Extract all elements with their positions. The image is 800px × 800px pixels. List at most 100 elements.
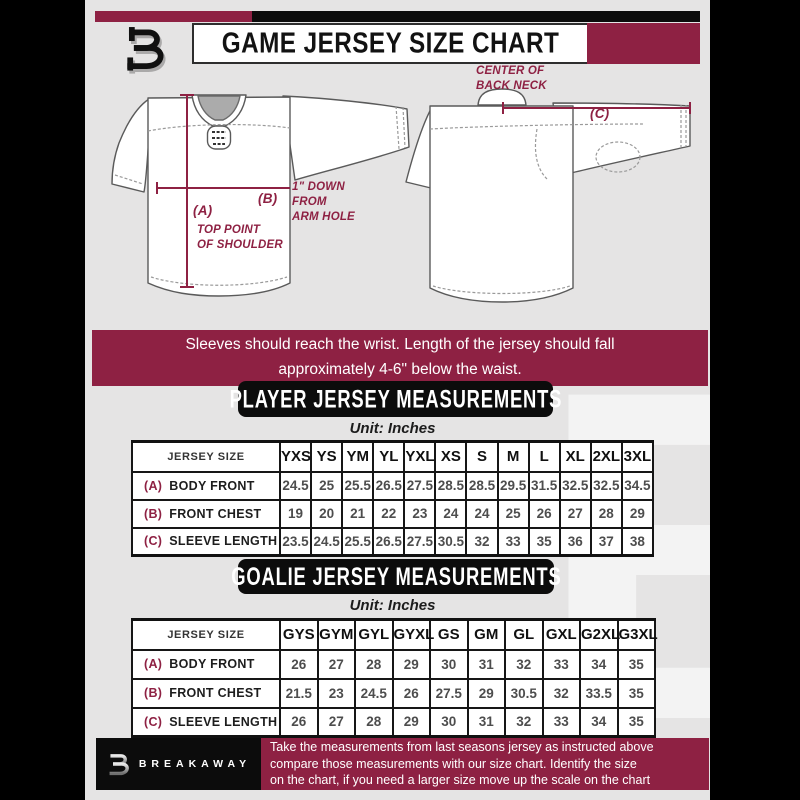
measure-name: BODY FRONT bbox=[169, 478, 255, 493]
fit-notice-text: Sleeves should reach the wrist. Length o… bbox=[185, 336, 615, 378]
measurement-value: 20 bbox=[310, 498, 344, 529]
measurement-value: 26 bbox=[279, 648, 319, 680]
measurement-value: 38 bbox=[620, 526, 655, 557]
measurement-value: 28.5 bbox=[434, 470, 468, 501]
size-column-header: GYM bbox=[316, 618, 356, 651]
player-section-title-text: PLAYER JERSEY MEASUREMENTS bbox=[229, 384, 562, 413]
measurement-row: (C) SLEEVE LENGTH 26 27 28 29 30 31 32 33 34 35 bbox=[131, 706, 656, 738]
measurement-value: 31 bbox=[466, 648, 506, 680]
measurement-value: 26 bbox=[527, 498, 561, 529]
measurement-value: 28 bbox=[354, 648, 394, 680]
measurement-value: 32.5 bbox=[589, 470, 623, 501]
table-body: (A) BODY FRONT 26 27 28 29 30 31 32 33 34 35 (B) FRON… bbox=[131, 648, 656, 738]
size-column-header: S bbox=[465, 440, 499, 473]
measurement-value: 27 bbox=[558, 498, 592, 529]
size-column-header: GM bbox=[466, 618, 506, 651]
measure-key: (B) bbox=[144, 686, 163, 700]
size-column-header: YXL bbox=[403, 440, 437, 473]
size-column-header: XS bbox=[434, 440, 468, 473]
jersey-back-view bbox=[405, 88, 691, 303]
back-seams bbox=[429, 105, 687, 295]
table-header: JERSEY SIZE GYS GYM GYL GYXL GS GM GL GXL G2XL G3X… bbox=[131, 618, 658, 651]
front-laces bbox=[212, 131, 226, 145]
size-column-header: GL bbox=[504, 618, 544, 651]
jersey-front-view bbox=[111, 94, 410, 297]
measurement-value: 34 bbox=[579, 706, 619, 738]
size-column-header: YL bbox=[372, 440, 406, 473]
header-strip-maroon bbox=[95, 11, 252, 22]
measurement-value: 26 bbox=[279, 706, 319, 738]
front-body bbox=[147, 96, 291, 297]
measurement-value: 30.5 bbox=[504, 677, 544, 709]
measurement-value: 25.5 bbox=[341, 526, 375, 557]
measurement-value: 21 bbox=[341, 498, 375, 529]
back-extended-sleeve bbox=[552, 102, 691, 176]
measure-name: FRONT CHEST bbox=[169, 686, 262, 700]
measurement-value: 25 bbox=[310, 470, 344, 501]
measurement-value: 21.5 bbox=[279, 677, 319, 709]
table-header-row: JERSEY SIZE YXS YS YM YL YXL XS S M L XL 2XL 3XL bbox=[131, 440, 655, 473]
label-c: (C) bbox=[590, 106, 610, 121]
footer-brand-name: BREAKAWAY bbox=[138, 758, 252, 770]
measurement-value: 32 bbox=[541, 677, 581, 709]
measurement-row: (B) FRONT CHEST 21.5 23 24.5 26 27.5 29 30.5 32 33… bbox=[131, 677, 656, 709]
table-header-row: JERSEY SIZE GYS GYM GYL GYXL GS GM GL GXL G2XL G3X… bbox=[131, 618, 658, 651]
measurement-value: 29.5 bbox=[496, 470, 530, 501]
note-down-from-armhole: 1" DOWN FROM ARM HOLE bbox=[292, 181, 355, 224]
measurement-value: 32 bbox=[504, 706, 544, 738]
footer-instructions: Take the measurements from last seasons … bbox=[261, 738, 709, 790]
measurement-row-label: (B) FRONT CHEST bbox=[131, 677, 281, 709]
footer-brand-box: BREAKAWAY bbox=[96, 738, 261, 790]
jersey-size-header: JERSEY SIZE bbox=[131, 440, 281, 473]
breakaway-footer-logo-icon bbox=[109, 752, 129, 776]
measurement-value: 23 bbox=[316, 677, 356, 709]
measure-key: (C) bbox=[144, 714, 163, 729]
page-title: GAME JERSEY SIZE CHART bbox=[221, 27, 560, 59]
player-unit-label: Unit: Inches bbox=[349, 420, 436, 437]
front-seams bbox=[114, 105, 406, 286]
measurement-lines bbox=[156, 94, 691, 288]
measure-key: (C) bbox=[144, 534, 163, 549]
measurement-value: 27.5 bbox=[403, 526, 437, 557]
size-column-header: GYL bbox=[354, 618, 394, 651]
size-column-header: GXL bbox=[541, 618, 581, 651]
measurement-value: 35 bbox=[616, 648, 656, 680]
measure-name: FRONT CHEST bbox=[169, 506, 262, 521]
player-section-title: PLAYER JERSEY MEASUREMENTS bbox=[229, 381, 561, 417]
front-right-sleeve bbox=[282, 95, 410, 181]
size-column-header: YS bbox=[310, 440, 344, 473]
measure-key: (B) bbox=[144, 506, 163, 521]
content-area: B GAME JERSEY SIZE CHART bbox=[85, 0, 710, 800]
measurement-value: 27 bbox=[316, 648, 356, 680]
measure-key: (A) bbox=[144, 657, 163, 671]
measurement-value: 34 bbox=[579, 648, 619, 680]
measurement-value: 30 bbox=[429, 648, 469, 680]
measurement-value: 29 bbox=[620, 498, 655, 529]
size-column-header: 2XL bbox=[589, 440, 623, 473]
measurement-value: 24 bbox=[465, 498, 499, 529]
measurement-value: 27.5 bbox=[429, 677, 469, 709]
measurement-value: 31 bbox=[466, 706, 506, 738]
measurement-value: 35 bbox=[616, 677, 656, 709]
measurement-value: 24 bbox=[434, 498, 468, 529]
measurement-row-label: (C) SLEEVE LENGTH bbox=[131, 526, 281, 557]
measurement-row-label: (C) SLEEVE LENGTH bbox=[131, 706, 281, 738]
measurement-value: 28.5 bbox=[465, 470, 499, 501]
note-top-point-of-shoulder: TOP POINT OF SHOULDER bbox=[197, 224, 283, 252]
size-column-header: GYS bbox=[279, 618, 319, 651]
measure-line-a bbox=[180, 94, 194, 288]
measurement-value: 33 bbox=[496, 526, 530, 557]
size-column-header: G3XL bbox=[616, 618, 658, 651]
measurement-value: 34.5 bbox=[620, 470, 655, 501]
measurement-value: 36 bbox=[558, 526, 592, 557]
measurement-value: 26.5 bbox=[372, 470, 406, 501]
measurement-value: 19 bbox=[278, 498, 313, 529]
measurement-row: (C) SLEEVE LENGTH 23.5 24.5 25.5 26.5 27.5 30.5… bbox=[131, 526, 655, 557]
measure-name: BODY FRONT bbox=[169, 657, 255, 671]
goalie-unit-label: Unit: Inches bbox=[349, 597, 436, 614]
measurement-value: 33 bbox=[541, 648, 581, 680]
measurement-value: 23.5 bbox=[278, 526, 313, 557]
measurement-value: 23 bbox=[403, 498, 437, 529]
title-banner: GAME JERSEY SIZE CHART bbox=[192, 23, 589, 64]
size-column-header: GYXL bbox=[391, 618, 434, 651]
